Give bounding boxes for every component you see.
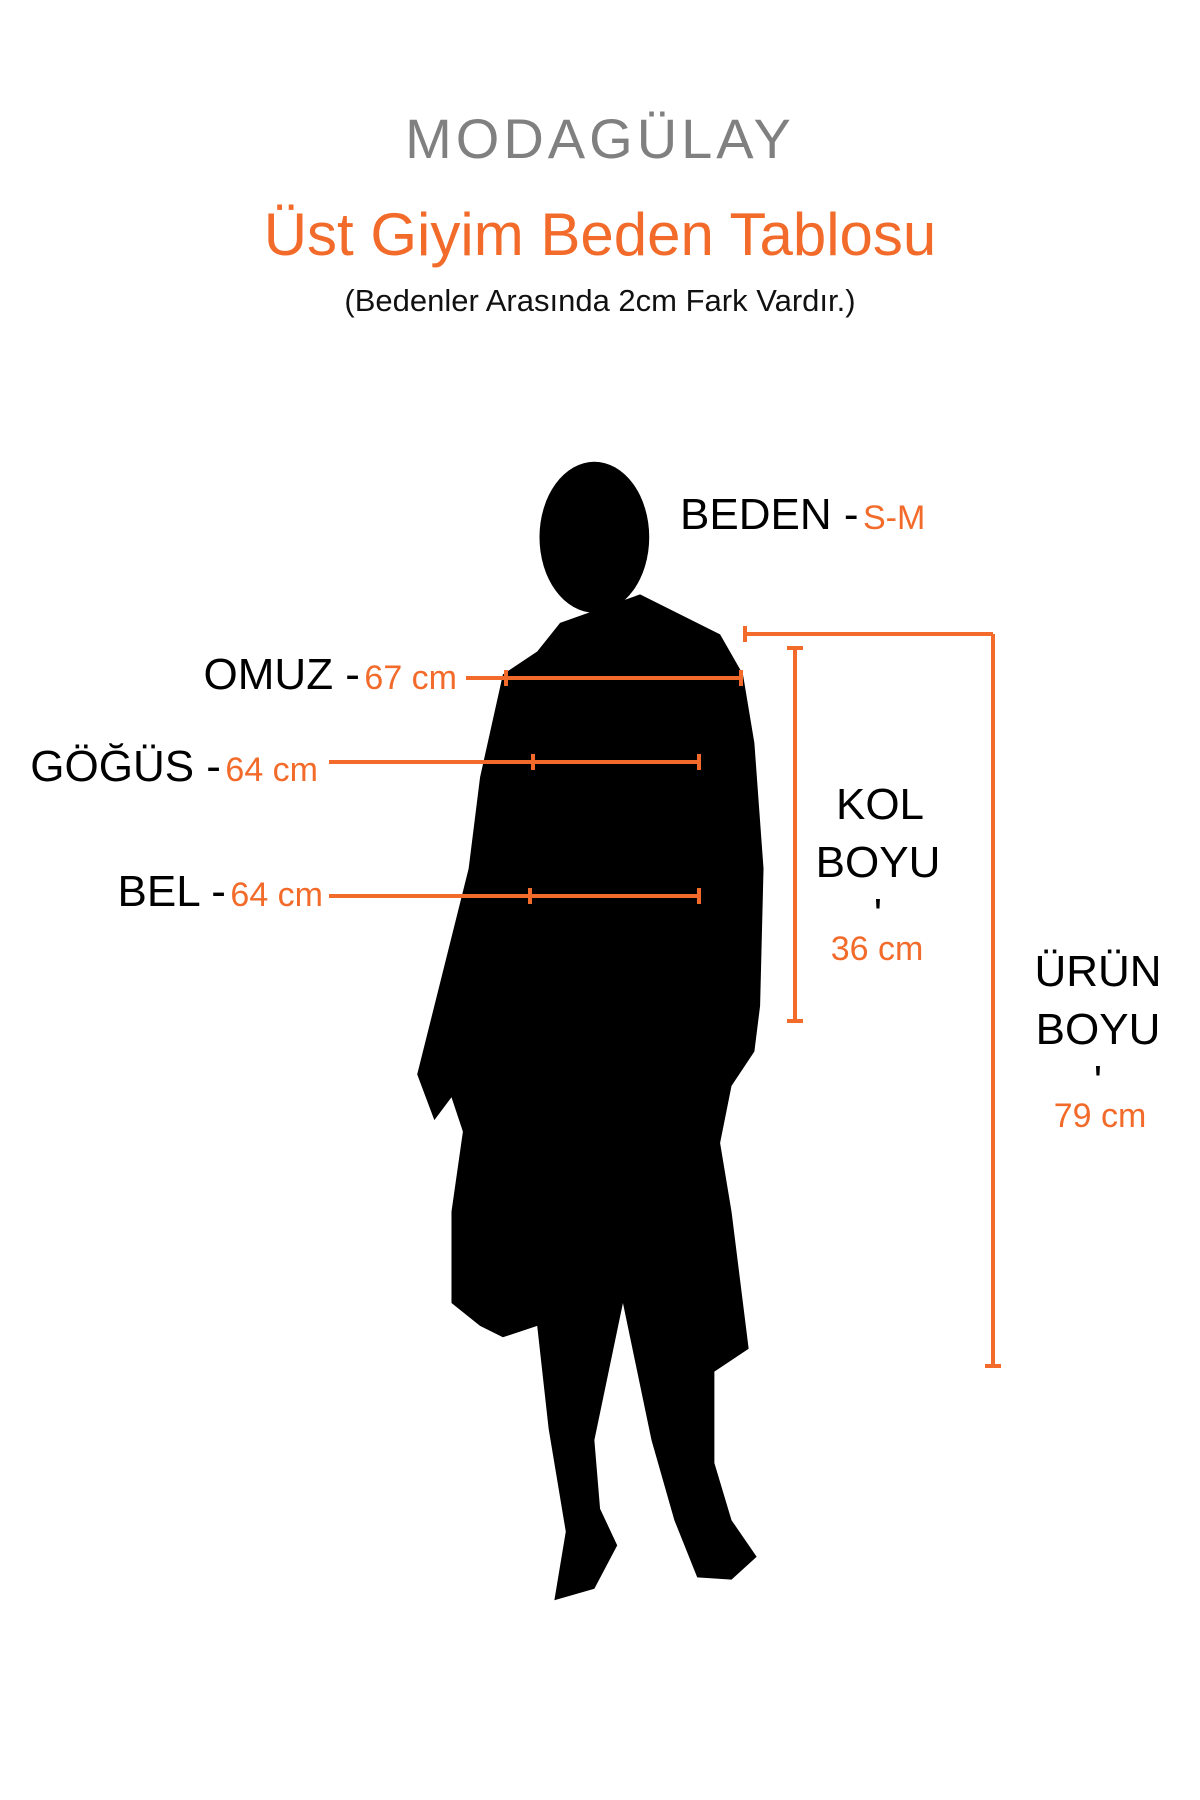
shoulder-label: OMUZ - bbox=[203, 650, 360, 699]
chest-row: GÖĞÜS - 64 cm bbox=[30, 742, 318, 792]
waist-value: 64 cm bbox=[230, 876, 323, 914]
length-value: 79 cm bbox=[1053, 1097, 1147, 1135]
waist-measure-line bbox=[329, 888, 701, 904]
length-label-line1: ÜRÜN bbox=[1034, 947, 1162, 996]
chest-value: 64 cm bbox=[225, 751, 318, 789]
sleeve-label-line2: BOYU bbox=[815, 838, 941, 887]
shoulder-value: 67 cm bbox=[364, 659, 457, 697]
chest-label: GÖĞÜS - bbox=[30, 742, 221, 791]
length-measure-line bbox=[743, 626, 1001, 1368]
sleeve-label-line1: KOL bbox=[835, 780, 925, 829]
shoulder-measure-line bbox=[466, 670, 743, 686]
waist-label: BEL - bbox=[117, 867, 226, 916]
sleeve-value: 36 cm bbox=[830, 930, 924, 968]
shoulder-row: OMUZ - 67 cm bbox=[204, 650, 457, 700]
sleeve-measure-line bbox=[787, 646, 803, 1023]
page-subtitle: (Bedenler Arasında 2cm Fark Vardır.) bbox=[344, 283, 856, 318]
size-value: S-M bbox=[862, 499, 926, 537]
person-silhouette bbox=[417, 461, 764, 1601]
brand-logo: MODAGÜLAY bbox=[405, 107, 795, 170]
chest-measure-line bbox=[329, 754, 701, 770]
length-label-line2: BOYU bbox=[1035, 1005, 1161, 1054]
page-title: Üst Giyim Beden Tablosu bbox=[263, 201, 937, 268]
size-label: BEDEN - bbox=[680, 490, 859, 539]
length-separator: ' bbox=[1093, 1057, 1103, 1106]
sleeve-separator: ' bbox=[873, 890, 883, 939]
size-row: BEDEN - S-M bbox=[680, 490, 925, 540]
waist-row: BEL - 64 cm bbox=[118, 867, 323, 917]
